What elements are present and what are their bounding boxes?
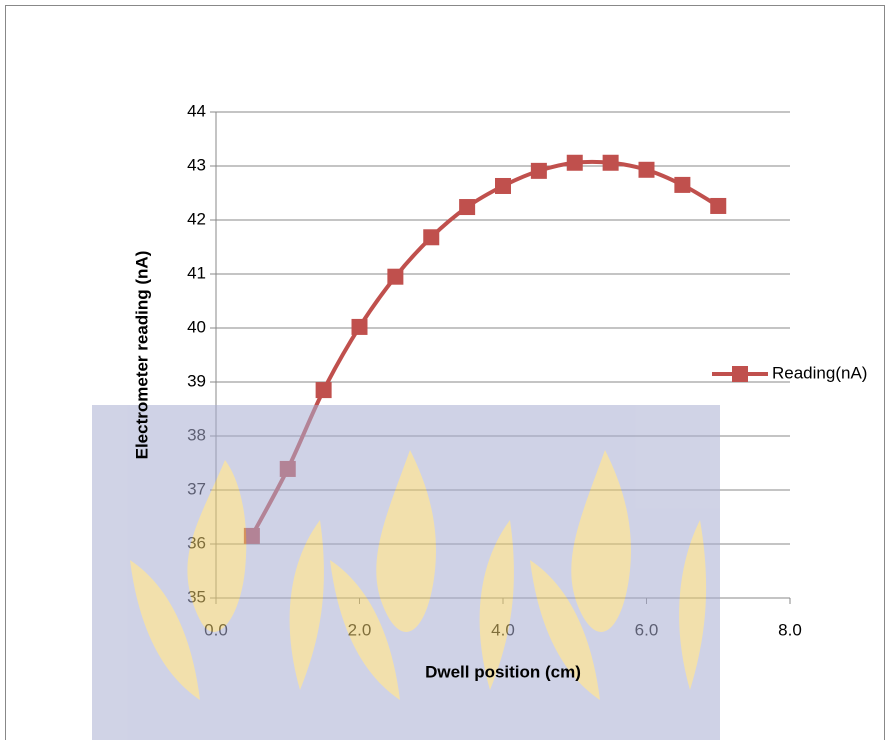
y-tick-label: 40	[187, 317, 206, 336]
legend-label: Reading(nA)	[772, 363, 867, 382]
data-point	[674, 176, 691, 193]
y-tick-label: 42	[187, 209, 206, 228]
y-tick-label: 41	[187, 263, 206, 282]
data-point	[459, 199, 476, 216]
y-tick-label: 44	[187, 101, 206, 120]
x-axis-title: Dwell position (cm)	[425, 662, 581, 681]
x-tick-label: 8.0	[778, 620, 802, 639]
data-point	[387, 268, 404, 285]
data-point	[315, 382, 332, 399]
watermark-leaves	[130, 450, 707, 700]
data-point	[351, 318, 368, 335]
data-point	[495, 177, 511, 194]
y-axis-title: Electrometer reading (nA)	[132, 251, 151, 460]
watermark	[92, 405, 720, 740]
data-point	[602, 154, 619, 171]
data-point	[566, 154, 583, 171]
y-tick-label: 39	[187, 371, 206, 390]
data-point	[423, 229, 440, 246]
legend-marker	[732, 366, 748, 382]
data-point	[638, 161, 655, 178]
data-point	[530, 162, 547, 179]
y-tick-label: 43	[187, 155, 206, 174]
data-point	[710, 197, 727, 214]
